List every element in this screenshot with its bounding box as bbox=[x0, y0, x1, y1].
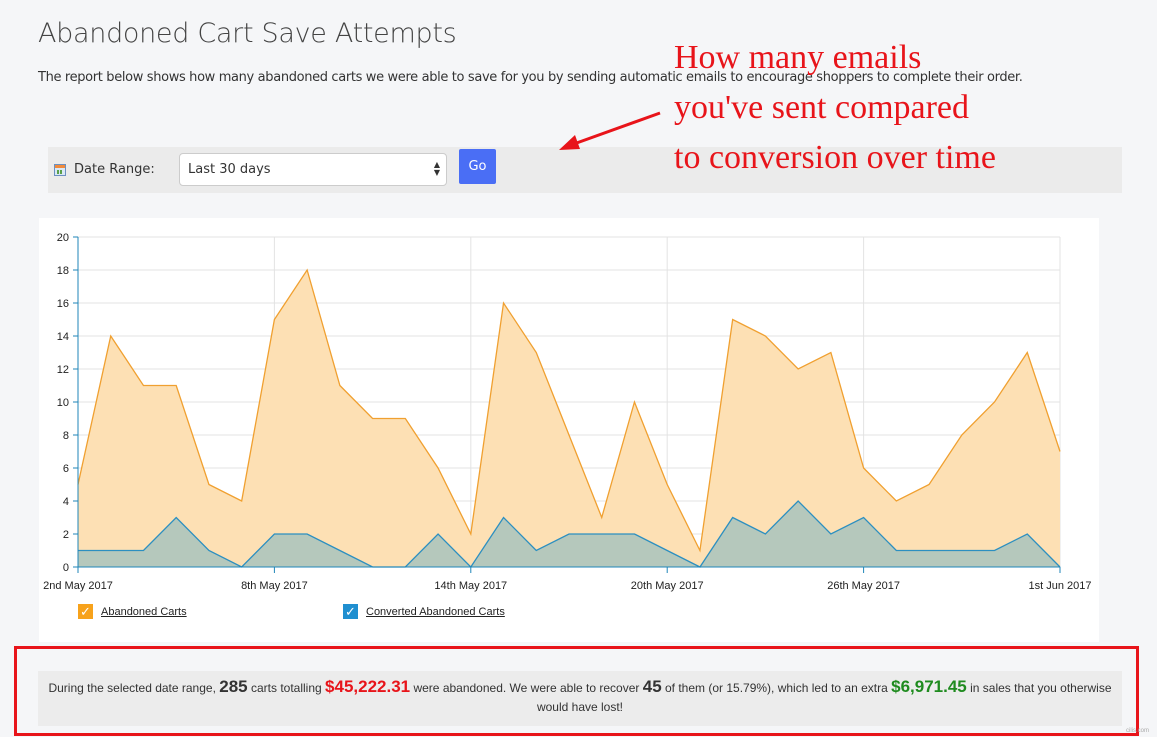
date-range-selected-value: Last 30 days bbox=[188, 162, 271, 177]
legend-item-converted[interactable]: ✓ Converted Abandoned Carts bbox=[343, 604, 505, 619]
area-chart: 0 2 4 6 8 10 12 14 16 18 20 2nd May 2017 8th May 201… bbox=[43, 232, 1092, 592]
svg-text:12: 12 bbox=[57, 364, 69, 376]
date-range-filter-bar: Date Range: Last 30 days ▲ ▼ Go bbox=[48, 147, 1122, 193]
svg-text:14: 14 bbox=[57, 331, 69, 343]
svg-text:8: 8 bbox=[63, 430, 69, 442]
date-range-label: Date Range: bbox=[74, 162, 155, 177]
svg-text:1st Jun 2017: 1st Jun 2017 bbox=[1029, 580, 1092, 592]
page-description: The report below shows how many abandone… bbox=[38, 70, 1023, 85]
annotation-line: How many emails bbox=[674, 39, 922, 76]
annotation-line: to conversion over time bbox=[674, 139, 996, 176]
summary-box: During the selected date range, 285 cart… bbox=[38, 671, 1122, 726]
checkbox-checked-icon[interactable]: ✓ bbox=[78, 604, 93, 619]
legend-label[interactable]: Converted Abandoned Carts bbox=[366, 605, 505, 618]
recovered-count: 45 bbox=[642, 677, 662, 696]
summary-highlight-outline bbox=[14, 646, 1139, 736]
annotation-text: How many emails you've sent compared to … bbox=[674, 33, 996, 183]
chart-card: 0 2 4 6 8 10 12 14 16 18 20 2nd May 2017 8th May 201… bbox=[39, 218, 1099, 642]
svg-text:6: 6 bbox=[63, 463, 69, 475]
checkbox-checked-icon[interactable]: ✓ bbox=[343, 604, 358, 619]
calendar-icon bbox=[54, 164, 66, 176]
svg-text:20th May 2017: 20th May 2017 bbox=[631, 580, 704, 592]
annotation-arrow-icon bbox=[559, 111, 661, 150]
go-button[interactable]: Go bbox=[459, 149, 496, 184]
svg-text:2nd May 2017: 2nd May 2017 bbox=[43, 580, 113, 592]
svg-text:14th May 2017: 14th May 2017 bbox=[434, 580, 507, 592]
svg-text:0: 0 bbox=[63, 562, 69, 574]
summary-text: of them (or 15.79%), which led to an ext… bbox=[665, 681, 888, 695]
svg-text:10: 10 bbox=[57, 397, 69, 409]
summary-text: were abandoned. We were able to recover bbox=[413, 681, 640, 695]
svg-text:18: 18 bbox=[57, 265, 69, 277]
svg-text:20: 20 bbox=[57, 232, 69, 244]
annotation-line: you've sent compared bbox=[674, 89, 970, 126]
svg-text:4: 4 bbox=[63, 496, 69, 508]
svg-text:26th May 2017: 26th May 2017 bbox=[827, 580, 900, 592]
legend-label[interactable]: Abandoned Carts bbox=[101, 605, 187, 618]
recovered-total: $6,971.45 bbox=[891, 677, 967, 696]
page-title: Abandoned Cart Save Attempts bbox=[38, 18, 457, 49]
abandoned-total: $45,222.31 bbox=[325, 677, 411, 696]
select-arrows-icon: ▲ ▼ bbox=[433, 160, 440, 177]
date-range-select[interactable]: Last 30 days ▲ ▼ bbox=[179, 153, 447, 186]
summary-text: in sales that you otherwise would have l… bbox=[536, 681, 1112, 714]
svg-text:8th May 2017: 8th May 2017 bbox=[241, 580, 308, 592]
abandoned-count: 285 bbox=[219, 677, 248, 696]
summary-text: During the selected date range, bbox=[48, 681, 216, 695]
svg-text:2: 2 bbox=[63, 529, 69, 541]
legend-item-abandoned[interactable]: ✓ Abandoned Carts bbox=[78, 604, 187, 619]
watermark: cilis.com bbox=[1125, 728, 1149, 734]
svg-text:16: 16 bbox=[57, 298, 69, 310]
summary-text: carts totalling bbox=[250, 681, 322, 695]
